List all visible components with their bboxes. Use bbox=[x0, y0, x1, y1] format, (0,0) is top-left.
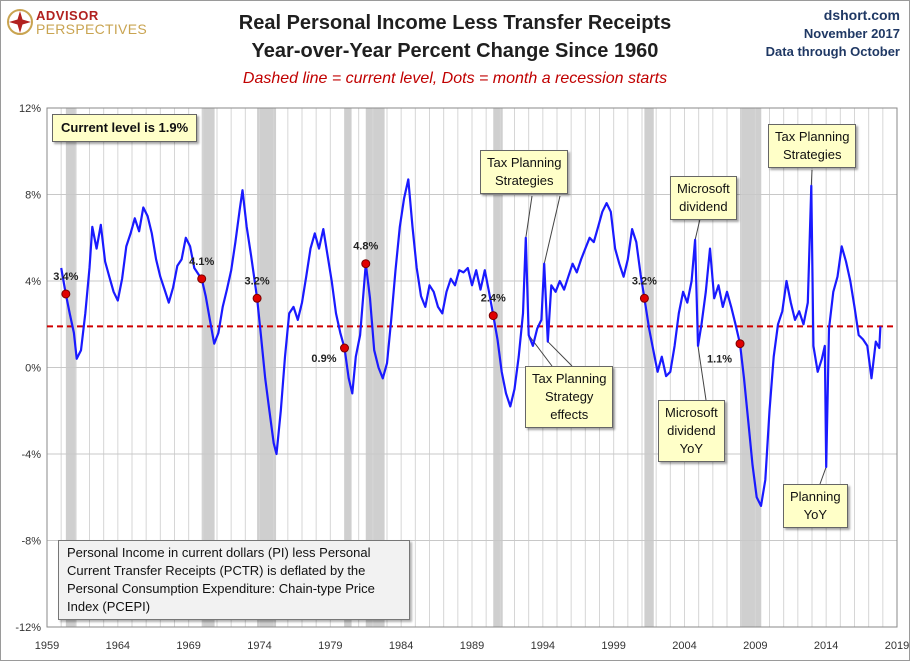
recession-dot-label: 3.4% bbox=[53, 271, 78, 283]
source-date: November 2017 bbox=[803, 26, 900, 41]
tax-planning-callout-1990s: Tax Planning Strategies bbox=[480, 150, 569, 194]
x-tick-label: 1989 bbox=[460, 640, 484, 652]
planning-yoy-callout: Planning YoY bbox=[783, 484, 848, 528]
callout-leader-line bbox=[819, 466, 827, 485]
callout-leader-line bbox=[694, 218, 701, 241]
y-tick-label: -8% bbox=[21, 536, 41, 548]
callout-leaders bbox=[525, 169, 827, 485]
x-tick-label: 2004 bbox=[672, 640, 696, 652]
chart-subtitle: Year-over-Year Percent Change Since 1960 bbox=[251, 40, 659, 62]
microsoft-dividend-callout: Microsoft dividend bbox=[670, 176, 737, 220]
x-tick-label: 1969 bbox=[176, 640, 200, 652]
y-tick-label: 12% bbox=[19, 103, 41, 115]
callout-line: Strategies bbox=[782, 147, 842, 162]
recession-dot-label: 3.2% bbox=[245, 275, 270, 287]
recession-dot bbox=[61, 289, 71, 299]
x-tick-label: 2014 bbox=[814, 640, 838, 652]
callout-line: Microsoft bbox=[677, 181, 730, 196]
y-tick-label: 4% bbox=[25, 276, 41, 288]
logo[interactable]: ADVISOR PERSPECTIVES bbox=[6, 6, 147, 40]
tax-planning-effects-callout: Tax Planning Strategy effects bbox=[525, 366, 614, 428]
callout-line: effects bbox=[550, 407, 589, 422]
recession-dot-label: 4.1% bbox=[189, 256, 214, 268]
callout-line: Microsoft bbox=[665, 405, 718, 420]
callout-line: dividend bbox=[667, 423, 716, 438]
x-tick-label: 1994 bbox=[531, 640, 555, 652]
recession-dot-label: 4.8% bbox=[353, 241, 378, 253]
y-tick-label: -12% bbox=[15, 622, 41, 634]
x-tick-label: 2019 bbox=[885, 640, 909, 652]
logo-text-bottom: PERSPECTIVES bbox=[36, 21, 147, 37]
recession-dot bbox=[488, 311, 498, 321]
callout-line: dividend bbox=[679, 199, 728, 214]
callout-line: YoY bbox=[679, 441, 704, 456]
callout-line: Strategy bbox=[545, 389, 594, 404]
current-level-callout: Current level is 1.9% bbox=[52, 114, 198, 142]
x-tick-label: 1999 bbox=[601, 640, 625, 652]
recession-dot bbox=[735, 339, 745, 349]
compass-star-icon bbox=[7, 9, 33, 35]
chart-caption: Dashed line = current level, Dots = mont… bbox=[242, 70, 668, 87]
recession-dot bbox=[639, 293, 649, 303]
callout-line: Strategies bbox=[494, 173, 554, 188]
recession-dot bbox=[361, 259, 371, 269]
x-tick-label: 1964 bbox=[106, 640, 130, 652]
callout-line: YoY bbox=[803, 507, 827, 522]
recession-dot-label: 3.2% bbox=[632, 275, 657, 287]
y-tick-label: 8% bbox=[25, 190, 41, 202]
recession-dot bbox=[340, 343, 349, 353]
axes bbox=[46, 107, 898, 628]
callout-line: Tax Planning bbox=[532, 371, 607, 386]
callout-line: Tax Planning bbox=[775, 129, 850, 144]
callout-line: Tax Planning bbox=[487, 155, 562, 170]
x-tick-label: 1959 bbox=[35, 640, 59, 652]
microsoft-dividend-yoy-callout: Microsoft dividend YoY bbox=[658, 400, 725, 462]
chart-title: Real Personal Income Less Transfer Recei… bbox=[238, 12, 672, 34]
logo-text-top: ADVISOR bbox=[36, 8, 99, 23]
recession-dot-label: 1.1% bbox=[707, 354, 732, 366]
recession-labels: 3.4% 4.1% 3.2% 0.9% 4.8% 2.4% 3.2% 1.1% bbox=[53, 241, 732, 366]
plot-area-border bbox=[46, 107, 898, 628]
x-tick-label: 1984 bbox=[389, 640, 413, 652]
callout-leader-line bbox=[810, 169, 813, 186]
x-tick-label: 1974 bbox=[247, 640, 271, 652]
tax-planning-callout-2010s: Tax Planning Strategies bbox=[768, 124, 857, 168]
y-tick-label: 0% bbox=[25, 363, 41, 375]
tick-labels: -12% -8% -4% 0% 4% 8% 12% 1959 1964 1969 1974 1979 1… bbox=[15, 103, 909, 652]
callout-leader-line bbox=[547, 341, 573, 367]
recession-dot bbox=[252, 293, 262, 303]
y-tick-label: -4% bbox=[21, 449, 41, 461]
callout-leader-line bbox=[525, 195, 533, 238]
callout-leader-line bbox=[543, 195, 561, 264]
x-tick-label: 2009 bbox=[743, 640, 767, 652]
recession-dots bbox=[61, 259, 745, 353]
recession-dot bbox=[197, 274, 207, 284]
source-site[interactable]: dshort.com bbox=[823, 7, 900, 23]
data-through: Data through October bbox=[765, 44, 900, 59]
callout-leader-line bbox=[697, 345, 707, 401]
recession-dot-label: 0.9% bbox=[311, 353, 336, 365]
x-tick-label: 1979 bbox=[318, 640, 342, 652]
recession-dot-label: 2.4% bbox=[481, 293, 506, 305]
callout-line: Planning bbox=[790, 489, 841, 504]
methodology-note: Personal Income in current dollars (PI) … bbox=[58, 540, 410, 620]
callout-leader-line bbox=[528, 334, 553, 367]
